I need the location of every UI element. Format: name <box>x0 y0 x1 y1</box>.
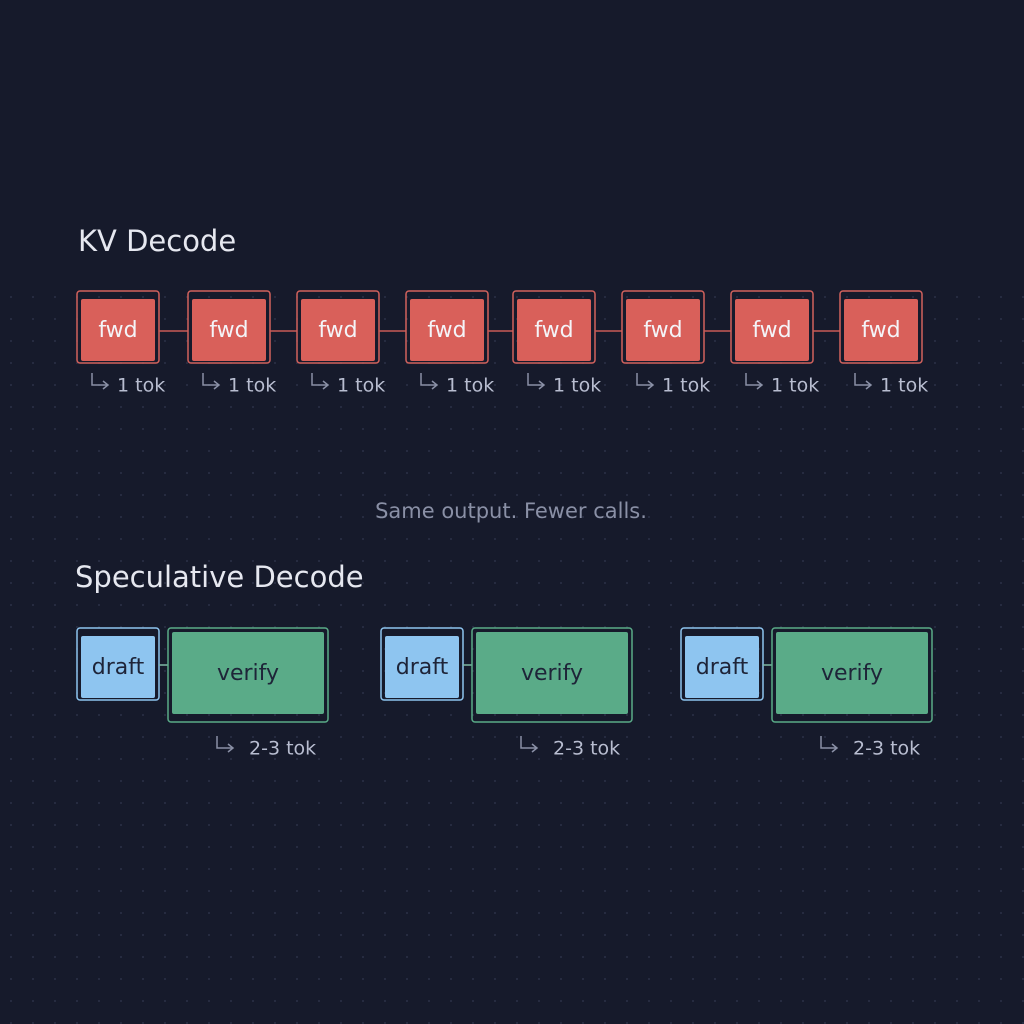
draft-label: draft <box>92 655 145 680</box>
step-output: 1 tok <box>662 375 710 397</box>
step-label: fwd <box>98 318 137 343</box>
step-label: fwd <box>427 318 466 343</box>
step-box <box>517 299 591 361</box>
arrow <box>91 373 110 390</box>
step-frame <box>730 290 814 364</box>
arrow <box>636 373 655 390</box>
arrow <box>520 736 539 753</box>
step-box <box>192 299 266 361</box>
step-output: 1 tok <box>771 375 819 397</box>
draft-box <box>685 636 759 698</box>
round-output: 2-3 tok <box>553 738 620 760</box>
draft-frame <box>680 627 764 701</box>
round-output: 2-3 tok <box>853 738 920 760</box>
draft-box <box>81 636 155 698</box>
section-title: KV Decode <box>78 224 236 258</box>
step-output: 1 tok <box>553 375 601 397</box>
arrow <box>216 736 235 753</box>
draft-frame <box>76 627 160 701</box>
step-frame <box>187 290 271 364</box>
draft-label: draft <box>396 655 449 680</box>
step-box <box>735 299 809 361</box>
step-frame <box>76 290 160 364</box>
verify-label: verify <box>821 661 883 686</box>
step-frame <box>512 290 596 364</box>
verify-label: verify <box>521 661 583 686</box>
step-label: fwd <box>752 318 791 343</box>
step-label: fwd <box>209 318 248 343</box>
arrow <box>202 373 221 390</box>
section-title: Speculative Decode <box>75 560 364 594</box>
step-label: fwd <box>534 318 573 343</box>
step-label: fwd <box>861 318 900 343</box>
arrow <box>820 736 839 753</box>
step-output: 1 tok <box>446 375 494 397</box>
draft-label: draft <box>696 655 749 680</box>
verify-frame <box>167 627 329 723</box>
verify-box <box>776 632 928 714</box>
verify-label: verify <box>217 661 279 686</box>
verify-box <box>476 632 628 714</box>
step-output: 1 tok <box>117 375 165 397</box>
arrow <box>527 373 546 390</box>
step-box <box>626 299 700 361</box>
step-frame <box>621 290 705 364</box>
verify-frame <box>771 627 933 723</box>
caption: Same output. Fewer calls. <box>375 499 647 523</box>
verify-box <box>172 632 324 714</box>
step-label: fwd <box>643 318 682 343</box>
draft-frame <box>380 627 464 701</box>
step-box <box>81 299 155 361</box>
round-output: 2-3 tok <box>249 738 316 760</box>
step-frame <box>839 290 923 364</box>
step-box <box>410 299 484 361</box>
step-frame <box>296 290 380 364</box>
step-box <box>301 299 375 361</box>
draft-box <box>385 636 459 698</box>
step-output: 1 tok <box>880 375 928 397</box>
arrow <box>745 373 764 390</box>
verify-frame <box>471 627 633 723</box>
arrow <box>311 373 330 390</box>
step-box <box>844 299 918 361</box>
arrow <box>420 373 439 390</box>
step-output: 1 tok <box>337 375 385 397</box>
arrow <box>854 373 873 390</box>
step-frame <box>405 290 489 364</box>
step-label: fwd <box>318 318 357 343</box>
step-output: 1 tok <box>228 375 276 397</box>
